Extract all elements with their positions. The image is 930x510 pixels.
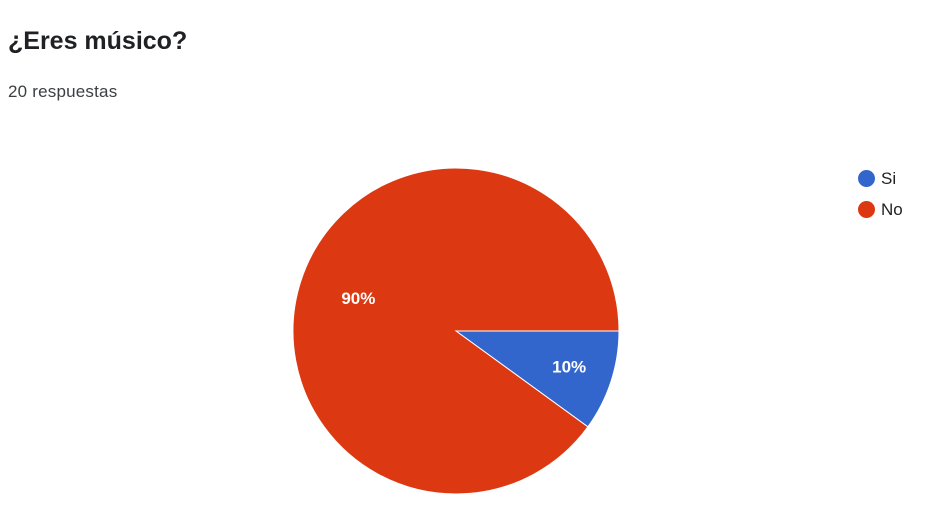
chart-legend: Si No xyxy=(858,167,903,229)
legend-label-si: Si xyxy=(881,168,897,188)
legend-swatch-no xyxy=(858,201,875,218)
pie-slice-si[interactable] xyxy=(454,330,620,428)
chart-title: ¿Eres músico? xyxy=(8,27,188,55)
pie-label-no: 90% xyxy=(341,289,375,308)
legend-item-no[interactable]: No xyxy=(858,198,903,221)
legend-item-si[interactable]: Si xyxy=(858,167,903,190)
legend-label-no: No xyxy=(881,199,903,219)
pie-slice-no[interactable] xyxy=(292,167,620,495)
pie-label-si: 10% xyxy=(552,357,586,376)
response-count: 20 respuestas xyxy=(8,82,118,101)
legend-swatch-si xyxy=(858,170,875,187)
